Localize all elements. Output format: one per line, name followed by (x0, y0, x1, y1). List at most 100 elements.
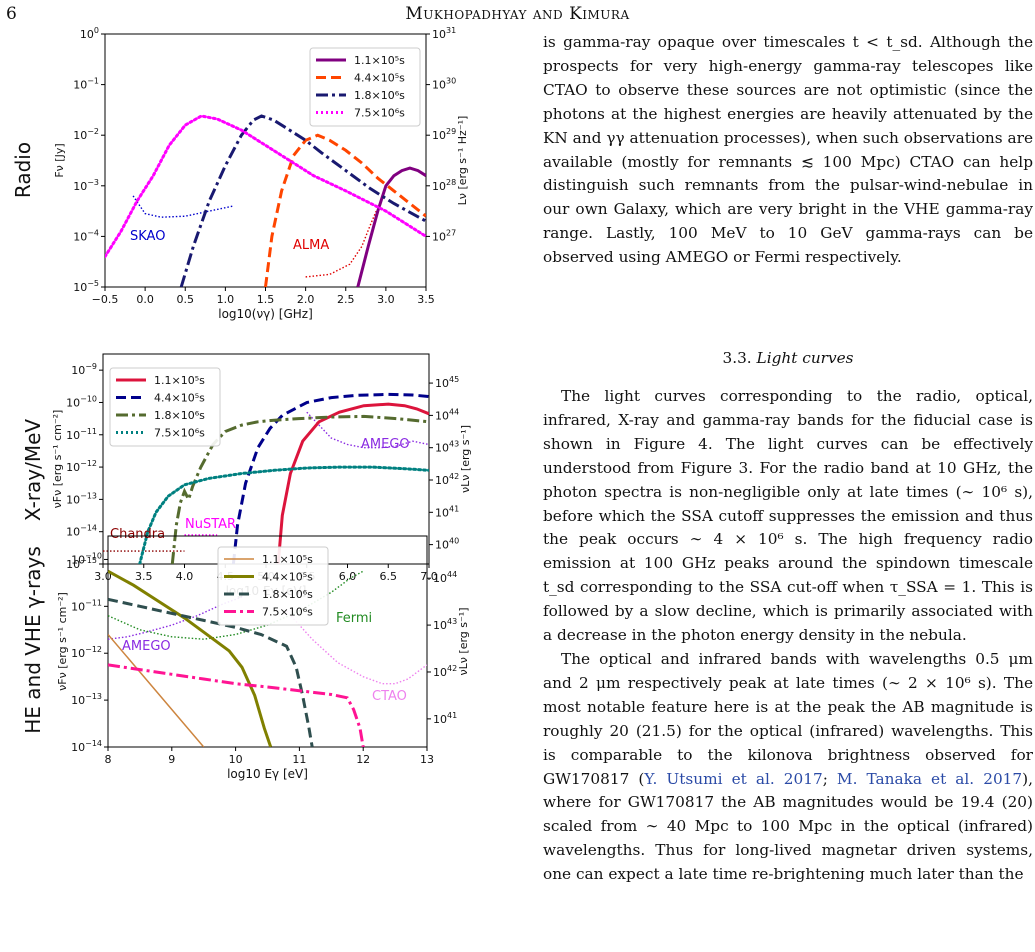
panel-label: X-ray/MeV (21, 419, 45, 522)
y-tick-label: 10−11 (66, 427, 97, 442)
x-tick-label: 0.0 (136, 293, 154, 306)
sensitivity-label-chandra: Chandra (110, 527, 165, 542)
y-tick-label: 10−5 (73, 279, 99, 294)
x-tick-label: 1.0 (217, 293, 235, 306)
legend-label-2: 1.8×10⁶s (262, 588, 313, 601)
panel-2: 8 9 10 11 12 13 10−10 10−11 10−12 10−13 10−14 1044 1… (21, 535, 470, 781)
section-number: 3.3. (722, 349, 752, 367)
body-paragraph-2: The light curves corresponding to the ra… (543, 387, 1033, 645)
legend-label-1: 4.4×10⁵s (154, 392, 205, 405)
citation-utsumi[interactable]: Y. Utsumi et al. 2017 (644, 769, 823, 788)
plot-frame (107, 535, 428, 748)
y-right-tick-label: 1044 (433, 570, 457, 585)
y-right-tick-label: 1040 (435, 537, 459, 552)
y-right-tick-label: 1044 (435, 407, 459, 422)
legend-label-0: 1.1×10⁵s (354, 54, 405, 67)
page-number: 6 (6, 4, 17, 24)
para3-sep: ; (822, 769, 837, 788)
y-tick-label: 10−14 (71, 739, 102, 754)
x-tick-label: 12 (356, 753, 370, 766)
text-column: is gamma-ray opaque over timescales t < … (543, 31, 1033, 270)
y-right-tick-label: 1027 (432, 228, 456, 243)
section-heading: 3.3. Light curves (543, 347, 1033, 371)
series-line-3 (108, 663, 365, 747)
y-right-tick-label: 1029 (432, 127, 456, 142)
legend-label-1: 4.4×10⁵s (354, 72, 405, 85)
panel-0: −0.5 0.0 0.5 1.0 1.5 2.0 2.5 3.0 3.5 100 10−1 10−2 1… (11, 26, 469, 321)
y-right-tick-label: 1041 (435, 504, 459, 519)
legend-box (309, 47, 421, 127)
series-line-3 (105, 114, 426, 259)
series-line-1 (264, 133, 426, 287)
legend-label-3: 7.5×10⁶s (154, 427, 205, 440)
x-tick-label: 9 (168, 753, 175, 766)
series-line-2 (108, 597, 314, 747)
x-tick-label: 4.0 (176, 570, 194, 583)
plot-area (103, 392, 429, 564)
x-axis-label: log10(νγ) [GHz] (218, 307, 313, 321)
series-line-0 (276, 402, 429, 564)
y-tick-label: 10−11 (71, 598, 102, 613)
series-line-0 (356, 166, 426, 287)
series-line-1 (231, 392, 429, 564)
para3-start: The optical and infrared bands with wave… (543, 649, 1033, 788)
x-tick-label: 2.5 (337, 293, 355, 306)
x-tick-label: 3.0 (94, 570, 112, 583)
y-right-tick-label: 1030 (432, 77, 456, 92)
y-tick-label: 10−12 (71, 645, 102, 660)
x-tick-label: 3.5 (417, 293, 435, 306)
x-tick-label: 6.5 (380, 570, 398, 583)
legend-label-3: 7.5×10⁶s (354, 107, 405, 120)
series-line-2 (179, 114, 426, 287)
x-tick-label: 2.0 (297, 293, 315, 306)
y-right-tick-label: 1041 (433, 711, 457, 726)
y-right-axis-label: νLν [erg s⁻¹] (457, 607, 470, 675)
legend-box (217, 546, 329, 626)
series-line-2 (170, 414, 429, 564)
sensitivity-label-nustar: NuSTAR (185, 517, 236, 532)
legend-label-3: 7.5×10⁶s (262, 606, 313, 619)
sensitivity-label-amego: AMEGO (361, 437, 410, 452)
y-right-tick-label: 1043 (435, 440, 459, 455)
legend-label-0: 1.1×10⁵s (262, 553, 313, 566)
legend-label-0: 1.1×10⁵s (154, 374, 205, 387)
y-tick-label: 100 (80, 26, 99, 41)
x-tick-label: 11 (292, 753, 306, 766)
x-tick-label: 6.0 (339, 570, 357, 583)
section-title: Light curves (756, 349, 854, 367)
legend-box (109, 367, 221, 447)
x-axis-label: log10 Eγ [eV] (227, 767, 308, 781)
sensitivity-curve-skao (132, 195, 234, 218)
y-tick-label: 10−4 (73, 228, 99, 243)
body-paragraph-1: is gamma-ray opaque over timescales t < … (543, 33, 1033, 267)
text-column-2: The light curves corresponding to the ra… (543, 385, 1033, 887)
plot-area (105, 114, 426, 287)
y-axis-label: νFν [erg s⁻¹ cm⁻²] (51, 410, 64, 509)
y-tick-label: 10−14 (66, 524, 97, 539)
x-tick-label: 7.0 (420, 570, 438, 583)
y-tick-label: 10−3 (73, 178, 99, 193)
x-tick-label: 13 (420, 753, 434, 766)
sensitivity-curve-ctao (286, 610, 427, 685)
para3-end: ), where for GW170817 the AB magnitudes … (543, 769, 1033, 884)
citation-tanaka[interactable]: M. Tanaka et al. 2017 (836, 769, 1023, 788)
sensitivity-label-alma: ALMA (293, 238, 329, 253)
x-tick-label: 10 (229, 753, 243, 766)
x-tick-label: 1.5 (257, 293, 275, 306)
panel-1: 3.03.54.04.55.05.56.06.57.010−910−1010−1… (21, 353, 472, 598)
y-tick-label: 10−13 (71, 692, 102, 707)
y-tick-label: 10−9 (71, 362, 97, 377)
y-tick-label: 10−12 (66, 459, 97, 474)
y-right-tick-label: 1031 (432, 26, 456, 41)
y-right-tick-label: 1042 (433, 664, 457, 679)
series-line-0 (108, 634, 205, 747)
x-tick-label: 8 (105, 753, 112, 766)
plot-area (108, 569, 427, 747)
sensitivity-curve-alma (305, 210, 377, 278)
y-tick-label: 10−15 (66, 556, 97, 571)
y-right-axis-label: νLν [erg s⁻¹] (459, 425, 472, 493)
panel-label: HE and VHE γ-rays (21, 546, 45, 734)
y-right-tick-label: 1045 (435, 375, 459, 390)
y-right-tick-label: 1028 (432, 178, 456, 193)
x-tick-label: −0.5 (92, 293, 119, 306)
